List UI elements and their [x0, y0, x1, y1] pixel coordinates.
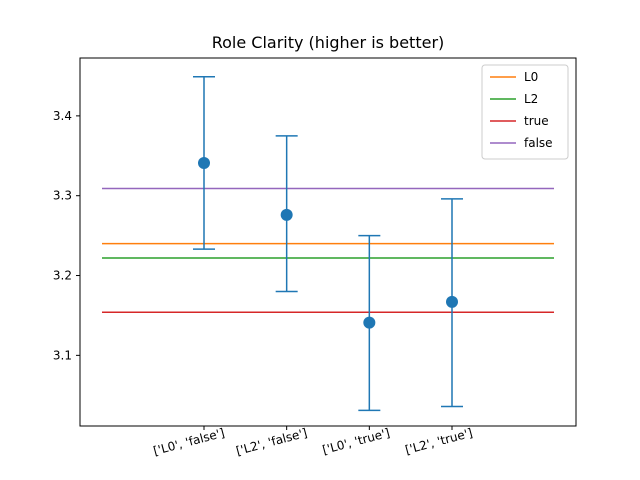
y-tick-label: 3.3	[53, 189, 72, 203]
legend-label: true	[524, 114, 549, 128]
legend-item-true: true	[490, 114, 549, 128]
x-tick-label: ['L2', 'true']	[404, 426, 474, 457]
legend-item-L0: L0	[490, 70, 538, 84]
legend-label: L0	[524, 70, 538, 84]
data-point-0	[198, 156, 210, 169]
data-points	[198, 156, 458, 329]
y-tick-label: 3.1	[53, 348, 72, 362]
legend: L0 L2 true false	[481, 64, 569, 160]
data-point-3	[446, 295, 458, 308]
x-tick-label: ['L2', 'false']	[234, 426, 308, 458]
data-point-2	[363, 316, 376, 329]
chart-title: Role Clarity (higher is better)	[212, 33, 445, 52]
legend-item-false: false	[490, 136, 553, 150]
reference-lines	[102, 187, 554, 313]
data-point-1	[280, 208, 293, 221]
legend-label: false	[524, 136, 553, 150]
x-tick-label: ['L0', 'false']	[152, 426, 226, 458]
y-tick-label: 3.2	[53, 269, 72, 283]
plot-frame	[79, 57, 577, 427]
y-tick-label: 3.4	[53, 109, 72, 123]
x-axis: ['L0', 'false'] ['L2', 'false'] ['L0', 'tr…	[152, 426, 474, 458]
legend-label: L2	[524, 92, 538, 106]
y-axis: 3.1 3.2 3.3 3.4	[53, 109, 80, 362]
x-tick-label: ['L0', 'true']	[321, 426, 391, 457]
legend-item-L2: L2	[490, 92, 538, 106]
legend-box	[481, 64, 569, 160]
